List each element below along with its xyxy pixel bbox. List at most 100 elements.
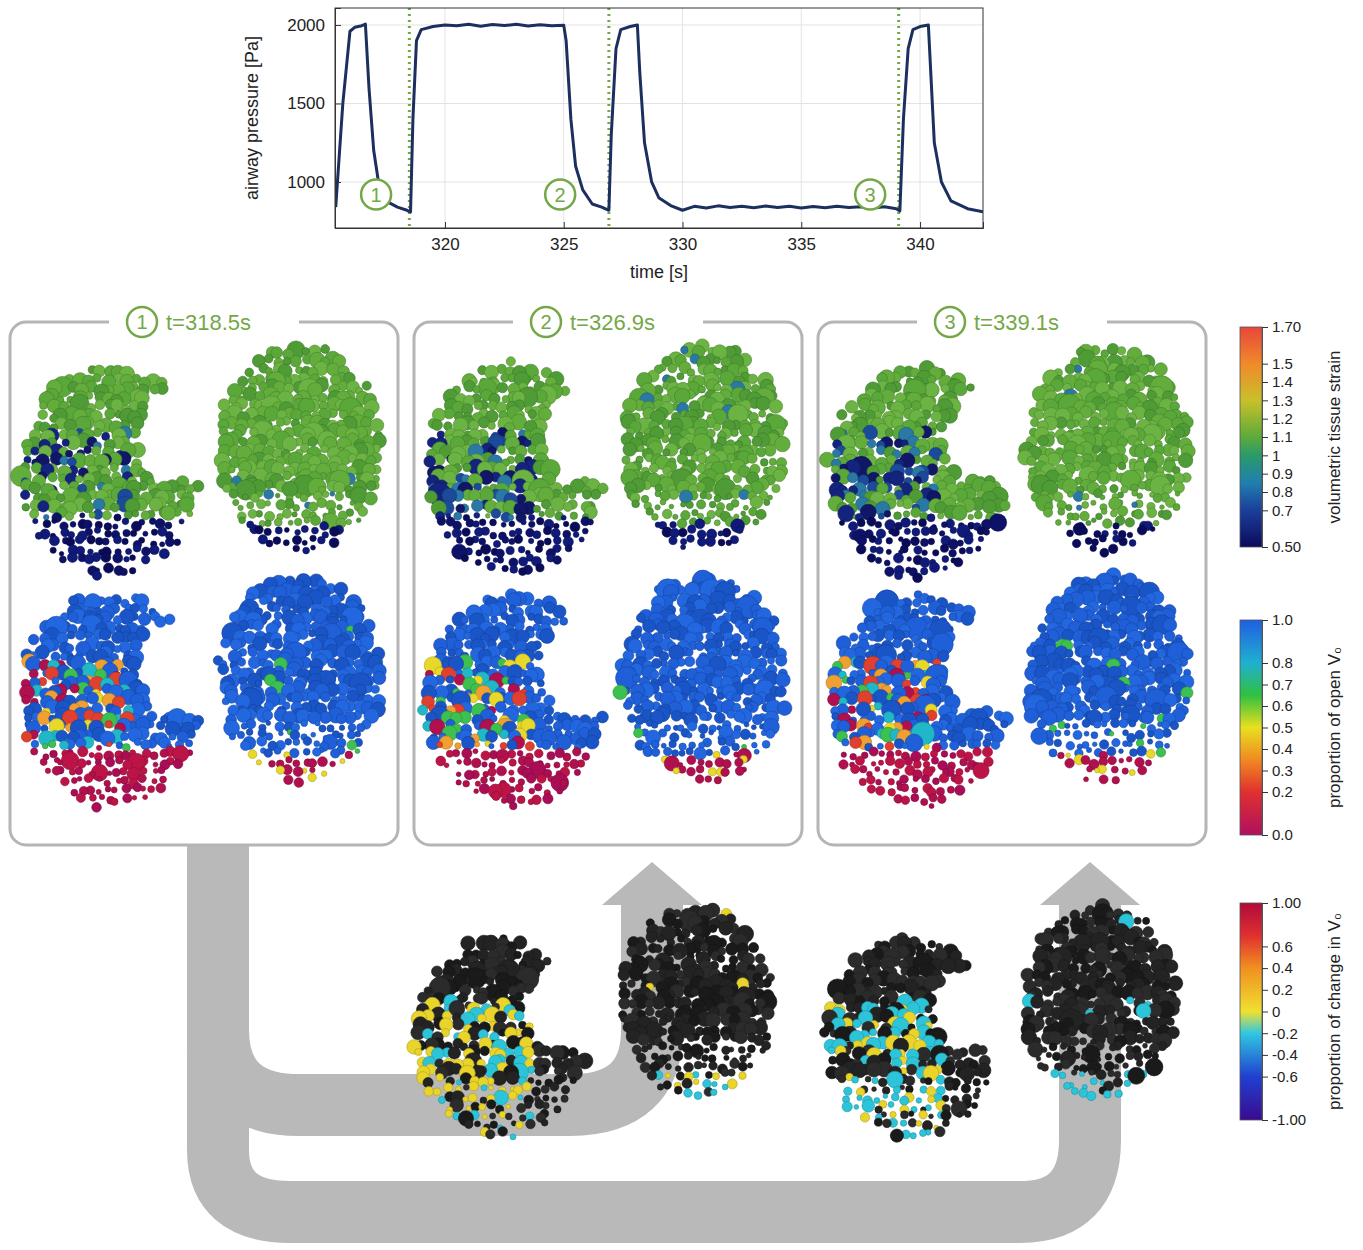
sphere: [122, 518, 129, 525]
sphere: [87, 692, 99, 704]
sphere: [545, 508, 555, 518]
y-tick-label: 2000: [287, 16, 325, 35]
sphere: [536, 564, 544, 572]
sphere: [132, 795, 137, 800]
sphere: [471, 500, 483, 512]
sphere: [591, 489, 601, 499]
sphere: [84, 774, 93, 783]
sphere: [670, 522, 676, 528]
sphere: [519, 557, 528, 566]
sphere: [364, 492, 377, 505]
sphere: [330, 761, 336, 767]
sphere: [463, 463, 471, 471]
sphere: [229, 734, 235, 740]
sphere: [713, 423, 721, 431]
sphere: [31, 740, 39, 748]
sphere: [158, 767, 165, 774]
sphere: [123, 794, 132, 803]
sphere: [641, 495, 648, 502]
sphere: [77, 776, 82, 781]
sphere: [569, 492, 576, 499]
sphere: [293, 760, 300, 767]
sphere: [681, 346, 688, 353]
sphere: [362, 381, 371, 390]
sphere: [318, 536, 326, 544]
sphere: [747, 454, 757, 464]
sphere: [62, 439, 69, 446]
sphere: [775, 436, 791, 452]
sphere: [68, 531, 75, 538]
sphere: [160, 776, 167, 783]
sphere: [317, 498, 327, 508]
sphere: [303, 737, 312, 746]
sphere: [282, 436, 297, 451]
sphere: [122, 744, 130, 752]
sphere: [29, 482, 40, 493]
sphere: [509, 538, 515, 544]
sphere: [769, 458, 776, 465]
sphere: [697, 500, 706, 509]
sphere: [454, 512, 462, 520]
sphere: [111, 787, 117, 793]
sphere: [714, 384, 721, 391]
sphere: [104, 523, 112, 531]
sphere: [466, 537, 474, 545]
sphere: [294, 778, 304, 788]
sphere: [80, 513, 85, 518]
sphere: [253, 620, 264, 631]
sphere: [288, 520, 293, 525]
sphere: [276, 766, 284, 774]
sphere: [529, 514, 535, 520]
sphere: [59, 556, 66, 563]
sphere: [680, 538, 686, 544]
sphere: [493, 540, 500, 547]
sphere: [284, 528, 289, 533]
sphere: [669, 537, 677, 545]
sphere: [65, 512, 74, 521]
sphere: [84, 554, 94, 564]
sphere: [143, 531, 148, 536]
sphere: [116, 756, 124, 764]
sphere: [264, 354, 273, 363]
sphere: [521, 520, 526, 525]
sphere: [662, 435, 669, 442]
sphere: [93, 499, 105, 511]
sphere: [473, 521, 479, 527]
sphere: [373, 671, 386, 684]
sphere: [61, 777, 70, 786]
sphere: [322, 491, 329, 498]
sphere: [681, 544, 686, 549]
sphere: [308, 502, 317, 511]
sphere: [677, 373, 684, 380]
sphere: [57, 760, 62, 765]
sphere: [582, 528, 588, 534]
sphere: [474, 512, 480, 518]
sphere: [116, 742, 123, 749]
sphere: [99, 794, 104, 799]
x-tick-label: 320: [431, 235, 459, 254]
sphere: [509, 521, 515, 527]
sphere: [77, 759, 86, 768]
sphere: [275, 493, 280, 498]
sphere: [506, 546, 514, 554]
sphere: [444, 532, 451, 539]
sphere: [159, 549, 169, 559]
sphere: [501, 522, 506, 527]
sphere: [104, 780, 110, 786]
sphere: [292, 535, 301, 544]
sphere: [60, 741, 69, 750]
pressure-chart: 320325330335340100015002000time [s]airwa…: [242, 8, 984, 282]
sphere: [113, 553, 123, 563]
sphere: [60, 653, 67, 660]
sphere: [138, 774, 147, 783]
sphere: [502, 565, 508, 571]
sphere: [131, 521, 141, 531]
sphere: [490, 519, 497, 526]
sphere: [739, 490, 749, 500]
sphere: [688, 525, 696, 533]
sphere: [437, 517, 445, 525]
sphere: [35, 532, 42, 539]
sphere: [65, 644, 74, 653]
sphere: [769, 399, 783, 413]
sphere: [133, 544, 141, 552]
